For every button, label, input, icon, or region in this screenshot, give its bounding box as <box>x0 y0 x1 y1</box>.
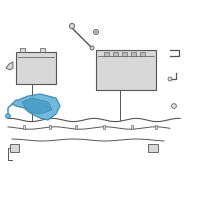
Circle shape <box>95 31 97 33</box>
Polygon shape <box>22 98 52 114</box>
Bar <box>96 50 156 90</box>
Bar <box>49 125 51 129</box>
Bar <box>131 125 133 129</box>
Circle shape <box>6 114 10 118</box>
Circle shape <box>93 29 99 35</box>
Bar <box>140 52 145 56</box>
Bar <box>16 52 56 84</box>
Bar <box>104 52 109 56</box>
Polygon shape <box>12 94 60 120</box>
Bar <box>131 52 136 56</box>
Bar <box>103 125 105 129</box>
Circle shape <box>69 23 75 29</box>
Bar <box>122 52 127 56</box>
Bar <box>113 52 118 56</box>
Bar <box>20 48 25 52</box>
Circle shape <box>172 104 176 108</box>
Bar <box>23 125 25 129</box>
Circle shape <box>168 77 172 81</box>
Bar <box>10 144 19 152</box>
Bar <box>40 48 45 52</box>
Bar <box>75 125 77 129</box>
Bar <box>148 144 158 152</box>
Bar <box>155 125 157 129</box>
Polygon shape <box>6 62 13 70</box>
Circle shape <box>90 46 94 50</box>
